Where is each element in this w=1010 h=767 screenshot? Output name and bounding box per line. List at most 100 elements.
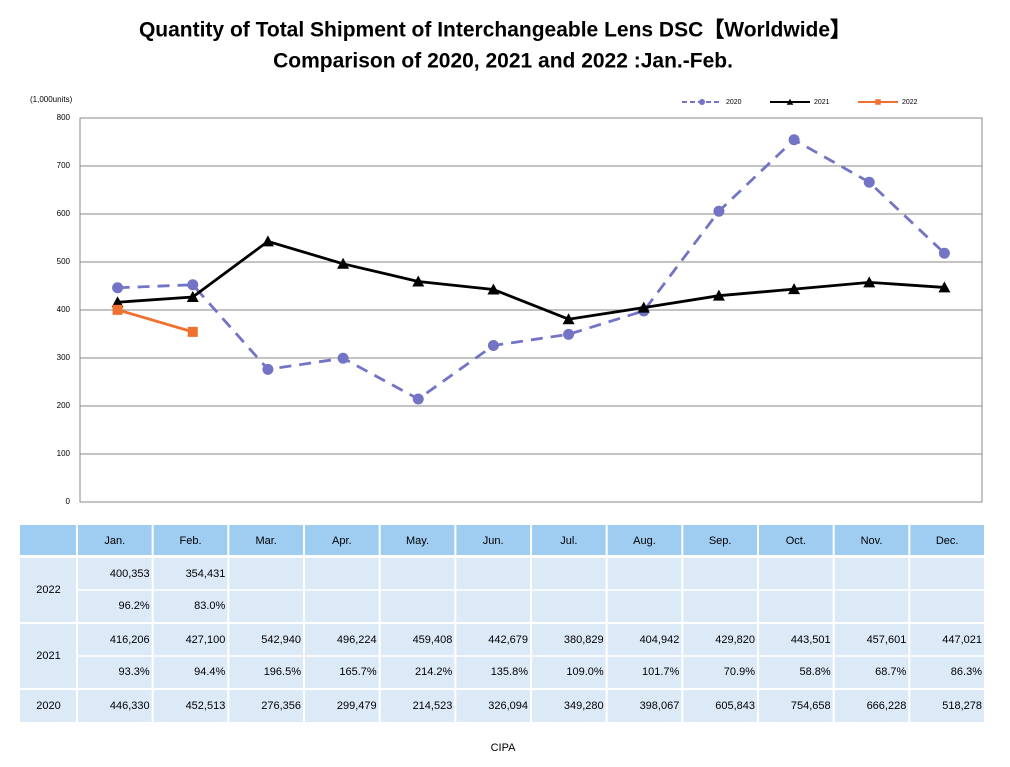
legend-label: 2021 [814,99,830,106]
table-row-label: 2021 [36,650,60,662]
legend-label: 2022 [902,99,918,106]
point [938,281,951,293]
table-cell: 196.5% [264,666,302,678]
table-header-cell: Apr. [332,535,352,547]
table-cell: 400,353 [110,568,150,580]
point [187,279,199,291]
table-header-cell: Jan. [104,535,125,547]
table-cell: 70.9% [724,666,755,678]
table-cell: 429,820 [715,634,755,646]
table-cell: 416,206 [110,634,150,646]
legend-marker [875,99,881,105]
table-cell: 380,829 [564,634,604,646]
table-cell: 754,658 [791,700,831,712]
table-cell: 96.2% [118,600,149,612]
table-header-cell: Sep. [709,535,732,547]
table-cell: 109.0% [566,666,604,678]
point [712,289,725,301]
table-cell: 398,067 [640,700,680,712]
point [637,301,650,313]
point [863,276,876,288]
legend-marker [786,98,794,105]
table-header-cell: Feb. [179,535,201,547]
legend-marker [698,98,706,106]
chart-title: Quantity of Total Shipment of Interchang… [139,19,851,42]
point [487,339,499,351]
series-line [117,308,194,334]
series-line [117,138,946,401]
table-header-cell: Mar. [255,535,276,547]
table-header-cell: Nov. [861,535,883,547]
point [412,275,425,287]
table-cell: 214,523 [413,700,453,712]
table-cell: 459,408 [413,634,453,646]
table-cell: 443,501 [791,634,831,646]
series-line [117,239,945,321]
table-header-cell: May. [406,535,429,547]
table-cell: 447,021 [942,634,982,646]
point [337,352,349,364]
y-tick-label: 800 [57,113,71,122]
table-cell: 354,431 [186,568,226,580]
table-cell: 68.7% [875,666,906,678]
point [337,257,350,269]
table-cell: 83.0% [194,600,225,612]
table-header-cell: Dec. [936,535,959,547]
table-cell: 93.3% [118,666,149,678]
table-cell: 326,094 [488,700,528,712]
footer: CIPA [491,742,517,754]
point [111,296,124,308]
table-row-label: 2020 [36,700,60,712]
point [112,304,123,315]
table-cell: 542,940 [261,634,301,646]
table-cell: 457,601 [867,634,907,646]
point [186,290,199,302]
table-cell: 442,679 [488,634,528,646]
y-tick-label: 200 [57,401,71,410]
table-cell: 666,228 [867,700,907,712]
table-cell: 214.2% [415,666,453,678]
table-cell: 404,942 [640,634,680,646]
table-cell: 299,479 [337,700,377,712]
y-tick-label: 400 [57,305,71,314]
point [187,326,198,337]
table-cell: 605,843 [715,700,755,712]
table-cell: 349,280 [564,700,604,712]
chart-subtitle: Comparison of 2020, 2021 and 2022 :Jan.-… [273,50,733,73]
table-cell: 276,356 [261,700,301,712]
y-tick-label: 100 [57,449,71,458]
table-cell: 86.3% [951,666,982,678]
table-row-label: 2022 [36,584,60,596]
y-tick-label: 0 [66,497,71,506]
table-cell: 518,278 [942,700,982,712]
point [112,282,124,294]
table-cell: 135.8% [491,666,529,678]
table-cell: 101.7% [642,666,680,678]
table-cell: 496,224 [337,634,377,646]
table-cell: 446,330 [110,700,150,712]
point [412,393,424,405]
y-tick-label: 600 [57,209,71,218]
table-cell: 165.7% [339,666,377,678]
point [863,176,875,188]
table-header-cell: Jul. [560,535,577,547]
point [562,313,575,325]
table-header-cell: Oct. [786,535,806,547]
y-axis-label: (1,000units) [30,95,73,104]
table-cell: 427,100 [186,634,226,646]
point [262,363,274,375]
point [487,283,500,295]
table-header-cell: Jun. [483,535,504,547]
point [788,134,800,146]
y-tick-label: 300 [57,353,71,362]
table-row-bg [20,690,985,722]
table-cell: 58.8% [799,666,830,678]
table-header-cell: Aug. [633,535,656,547]
y-tick-label: 500 [57,257,71,266]
point [713,205,725,217]
table-cell: 94.4% [194,666,225,678]
y-tick-label: 700 [57,161,71,170]
point [788,283,801,295]
